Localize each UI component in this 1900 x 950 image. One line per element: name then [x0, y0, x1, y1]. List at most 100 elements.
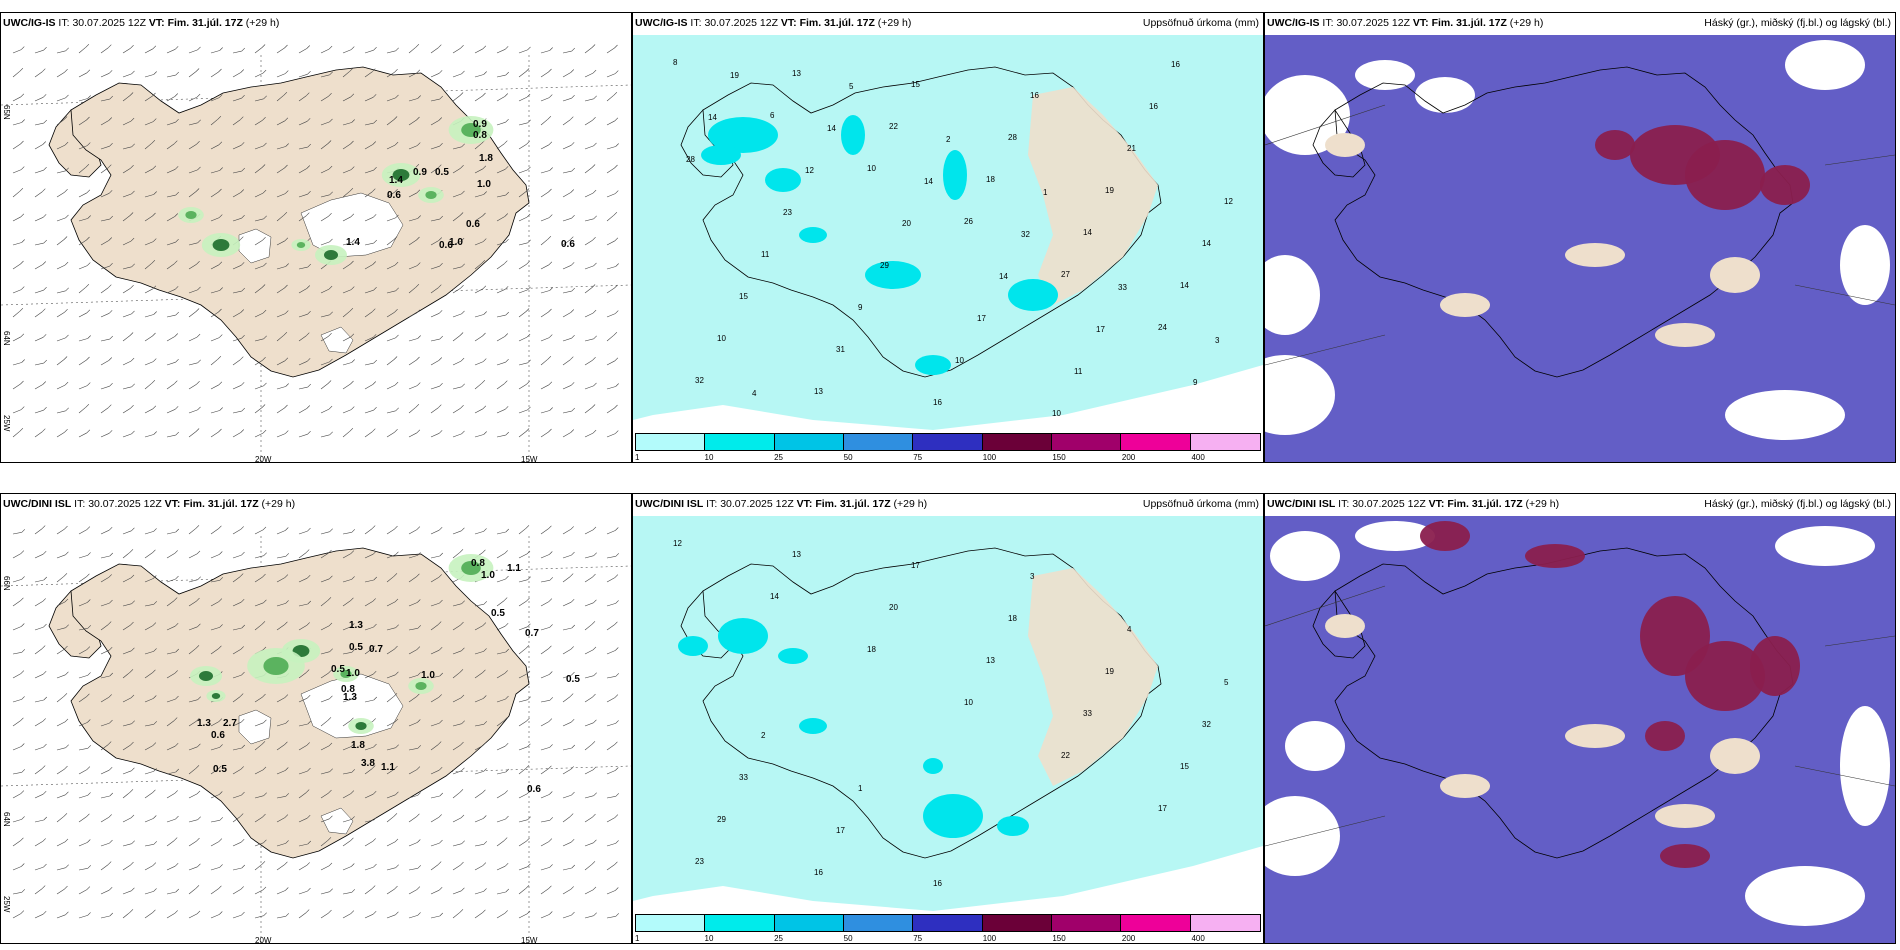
dry-land [1028, 568, 1158, 786]
coast-iceland [70, 547, 530, 859]
precip-value: 8 [673, 58, 678, 67]
wind-value-labels: 0.8 1.11.00.50.71.30.5 0.70.51.00.5 1.00.81… [197, 558, 580, 795]
precip-value: 19 [730, 71, 739, 80]
wind-value: 0.6 [561, 239, 575, 250]
cloud-high-area [1420, 521, 1800, 868]
colorbar-tick-label: 50 [843, 934, 853, 943]
precip-value: 5 [1224, 678, 1229, 687]
land-clear-patches [1325, 614, 1760, 828]
colorbar-swatch [1121, 434, 1191, 450]
precip-value: 3 [1215, 336, 1220, 345]
colorbar-swatch [705, 915, 775, 931]
precip-value: 15 [1180, 762, 1189, 771]
lat-label-c: 25W [2, 896, 11, 913]
precip-value: 28 [1008, 133, 1017, 142]
wind-value: 1.0 [346, 668, 360, 679]
lon-label-20w: 20W [255, 936, 272, 944]
wind-value: 1.3 [343, 692, 357, 703]
colorbar-tick-label: 100 [982, 934, 997, 943]
lat-label-b: 64N [2, 812, 11, 827]
precip-value: 17 [836, 826, 845, 835]
precip-value: 17 [1096, 325, 1105, 334]
colorbar-swatch [636, 915, 706, 931]
precip-colorbar [635, 433, 1261, 451]
wind-value: 0.6 [439, 240, 453, 251]
wind-value: 1.8 [351, 740, 365, 751]
wind-value: 0.6 [527, 784, 541, 795]
precip-value: 22 [1061, 751, 1070, 760]
precip-value: 17 [977, 314, 986, 323]
precip-value: 14 [1202, 239, 1211, 248]
precip-value: 16 [1030, 91, 1039, 100]
precip-value: 13 [792, 69, 801, 78]
wind-value: 1.0 [449, 237, 463, 248]
wind-map: 0.8 1.11.00.50.71.30.5 0.70.51.00.5 1.00.81… [1, 516, 631, 943]
lat-label-a: 66N [2, 576, 11, 591]
clear-sky-areas [1265, 521, 1890, 926]
wind-value: 0.8 [341, 684, 355, 695]
colorbar-tick-label: 50 [843, 453, 853, 462]
wind-barbs [12, 525, 620, 919]
colorbar-swatch [705, 434, 775, 450]
precip-value: 12 [1224, 197, 1233, 206]
precip-value: 12 [805, 166, 814, 175]
colorbar-swatch [843, 434, 914, 450]
precip-value: 16 [933, 398, 942, 407]
precip-title: Uppsöfnuð úrkoma (mm) [1142, 17, 1259, 29]
colorbar-tick-label: 150 [1052, 934, 1066, 943]
wind-value: 0.5 [566, 674, 580, 685]
cloud-high-area [1595, 125, 1810, 210]
graticule [1265, 104, 1895, 366]
colorbar-tick-label: 25 [774, 934, 784, 943]
land-clear-patches [1325, 133, 1760, 347]
precip-value: 16 [933, 879, 942, 888]
precip-value: 27 [1061, 270, 1070, 279]
precip-value: 32 [695, 376, 704, 385]
wind-value: 0.9 [413, 167, 427, 178]
wind-value: 1.4 [389, 175, 403, 186]
precip-value: 12 [673, 539, 682, 548]
glacier [320, 807, 354, 835]
lat-label-c: 25W [2, 415, 11, 432]
precip-value: 18 [1008, 614, 1017, 623]
wind-value: 1.0 [477, 179, 491, 190]
colorbar-swatch [774, 434, 844, 450]
precip-value: 10 [717, 334, 726, 343]
wind-value-labels: 0.90.81.81.40.9 0.51.00.60.61.4 1.00.6 0.6 [346, 119, 575, 251]
precip-value: 9 [1193, 378, 1198, 387]
wind-value: 0.5 [331, 664, 345, 675]
precip-value-labels: 1214181022172313201333152916171819323317… [673, 539, 1229, 888]
panel-precip-row2: UWC/DINI ISL IT: 30.07.2025 12Z VT: Fim.… [632, 493, 1264, 944]
precip-value: 14 [1083, 228, 1092, 237]
precip-value: 22 [889, 122, 898, 131]
colorbar-swatch [1051, 915, 1122, 931]
precip-value: 5 [849, 82, 854, 91]
precip-value: 20 [902, 219, 911, 228]
wind-value: 1.0 [481, 570, 495, 581]
precip-value: 19 [1105, 186, 1114, 195]
precip-value: 23 [783, 208, 792, 217]
colorbar-swatch [843, 915, 914, 931]
wind-value: 0.8 [473, 130, 487, 141]
clear-sky-areas [1265, 40, 1890, 440]
precip-value: 14 [1180, 281, 1189, 290]
panel-wind-row1: UWC/IG-IS IT: 30.07.2025 12Z VT: Fim. 31… [0, 12, 632, 463]
precip-value: 2 [761, 731, 766, 740]
panel-wind-row2: UWC/DINI ISL IT: 30.07.2025 12Z VT: Fim.… [0, 493, 632, 944]
graticule [1265, 585, 1895, 847]
wind-value: 1.3 [197, 718, 211, 729]
wind-value: 1.1 [507, 563, 521, 574]
wind-value: 0.5 [213, 764, 227, 775]
colorbar-tick-label: 75 [913, 934, 923, 943]
wind-value: 0.6 [466, 219, 480, 230]
precip-value: 20 [889, 603, 898, 612]
wind-value: 1.1 [381, 762, 395, 773]
precip-value: 14 [708, 113, 717, 122]
colorbar-swatch [636, 434, 706, 450]
precip-value: 13 [986, 656, 995, 665]
colorbar-swatch [982, 915, 1052, 931]
panel-header: UWC/IG-IS IT: 30.07.2025 12Z VT: Fim. 31… [1267, 17, 1544, 29]
precip-value: 23 [695, 857, 704, 866]
precip-value: 18 [986, 175, 995, 184]
colorbar-ticks: 1 10 25 50 75 100 150 200 400 [635, 934, 1261, 943]
